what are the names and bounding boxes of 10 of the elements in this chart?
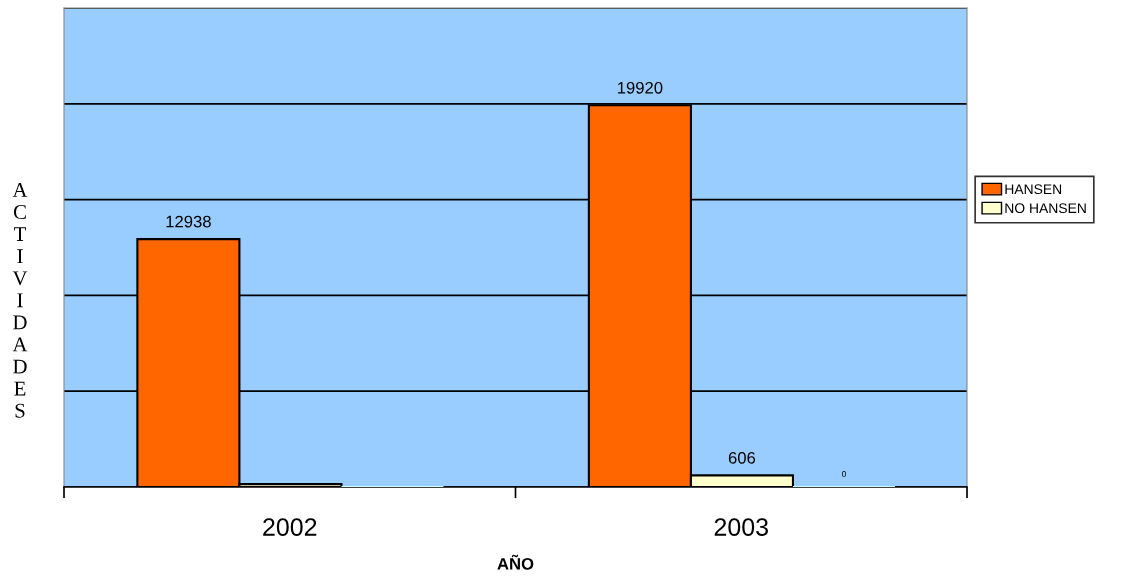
data-label: 0 — [841, 471, 846, 478]
x-axis-title: AÑO — [497, 554, 534, 570]
data-label: 12938 — [166, 215, 211, 228]
legend-label: NO HANSEN — [1005, 203, 1086, 214]
data-label: 19920 — [617, 81, 663, 94]
text: ACTIVIDADES — [12, 183, 28, 418]
x-tick-label: 2003 — [714, 518, 768, 536]
x-tick-label: 2002 — [263, 518, 317, 536]
data-label: 606 — [728, 451, 756, 464]
legend-label: HANSEN — [1005, 184, 1062, 195]
